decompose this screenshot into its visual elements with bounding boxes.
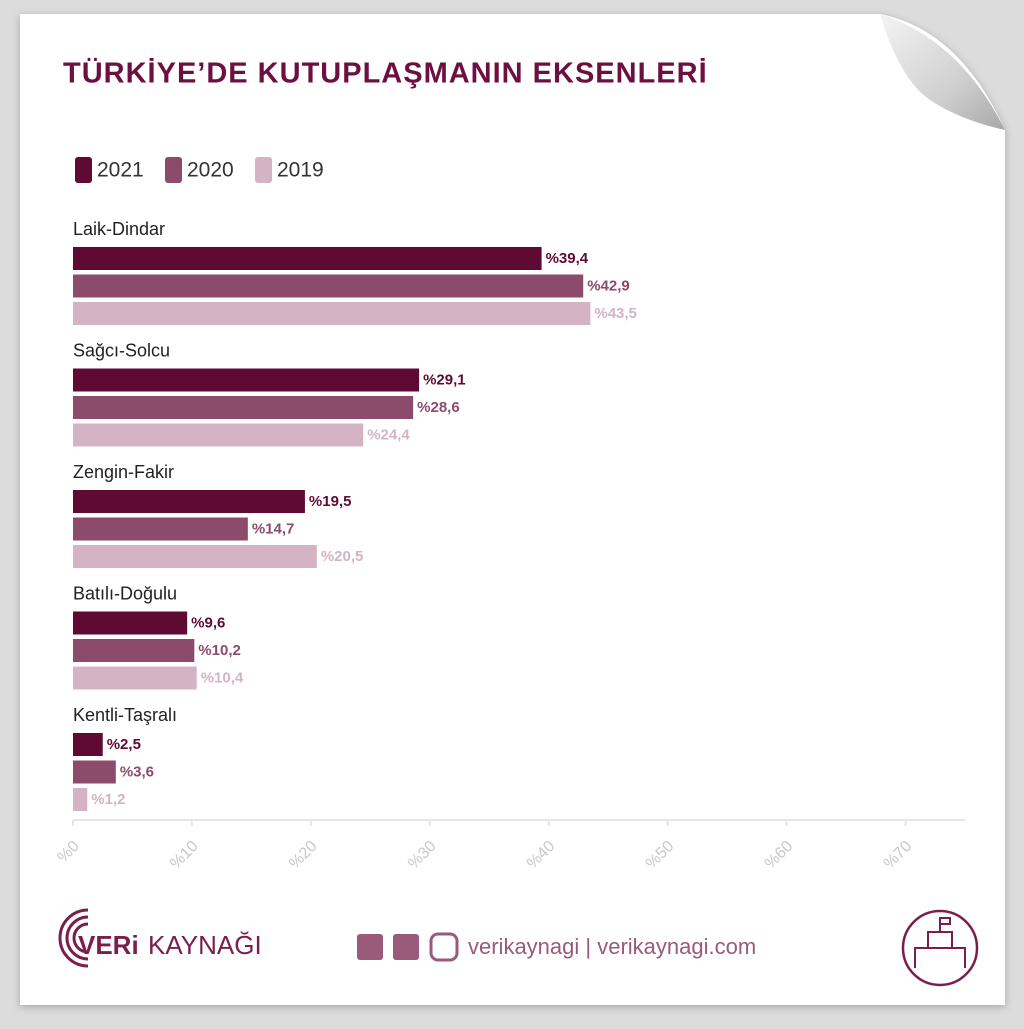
value-label: %10,2 — [198, 642, 241, 659]
school-building — [914, 917, 966, 968]
bar — [73, 788, 88, 811]
bar — [73, 274, 584, 298]
value-label: %1,2 — [91, 791, 125, 808]
value-label: %43,5 — [594, 305, 637, 322]
value-label: %29,1 — [423, 371, 466, 388]
brand-light: KAYNAĞI — [148, 930, 262, 960]
value-label: %28,6 — [417, 399, 460, 416]
bar — [73, 490, 305, 513]
social-text: verikaynagi | verikaynagi.com — [468, 934, 756, 959]
brand-icon — [58, 908, 89, 968]
value-label: %39,4 — [546, 250, 589, 267]
facebook-icon[interactable] — [357, 934, 383, 960]
legend-label: 2019 — [277, 159, 324, 182]
bar — [73, 423, 364, 447]
category-label: Kentli-Taşralı — [73, 705, 177, 725]
bar — [73, 666, 197, 690]
instagram-icon[interactable] — [429, 932, 459, 962]
bar — [73, 396, 414, 419]
legend-swatch — [255, 157, 272, 183]
bar — [73, 760, 116, 784]
chart-title: TÜRKİYE’DE KUTUPLAŞMANIN EKSENLERİ — [63, 57, 708, 90]
bar — [73, 733, 103, 756]
bar — [73, 517, 248, 541]
value-label: %3,6 — [120, 763, 154, 780]
bar — [73, 639, 195, 662]
bar — [73, 302, 591, 325]
school-icon — [901, 909, 979, 987]
value-label: %42,9 — [587, 277, 630, 294]
value-label: %20,5 — [321, 548, 364, 565]
value-label: %10,4 — [201, 669, 244, 686]
category-label: Zengin-Fakir — [73, 462, 174, 482]
category-label: Laik-Dindar — [73, 219, 165, 239]
twitter-icon[interactable] — [393, 934, 419, 960]
footer: VERi KAYNAĞI verikaynagi | verikaynagi.c… — [58, 908, 979, 987]
value-label: %19,5 — [309, 493, 352, 510]
legend-swatch — [75, 157, 92, 183]
legend-label: 2021 — [97, 159, 144, 182]
legend-swatch — [165, 157, 182, 183]
brand-bold: VERi — [78, 930, 139, 960]
bar — [73, 611, 188, 635]
bar — [73, 247, 542, 270]
value-label: %9,6 — [191, 614, 225, 631]
value-label: %2,5 — [107, 736, 141, 753]
category-label: Batılı-Doğulu — [73, 583, 177, 603]
bar — [73, 545, 317, 568]
value-label: %24,4 — [367, 426, 410, 443]
category-label: Sağcı-Solcu — [73, 340, 170, 360]
value-label: %14,7 — [252, 520, 295, 537]
legend-label: 2020 — [187, 159, 234, 182]
page-curl — [880, 14, 1005, 130]
bar — [73, 368, 420, 392]
